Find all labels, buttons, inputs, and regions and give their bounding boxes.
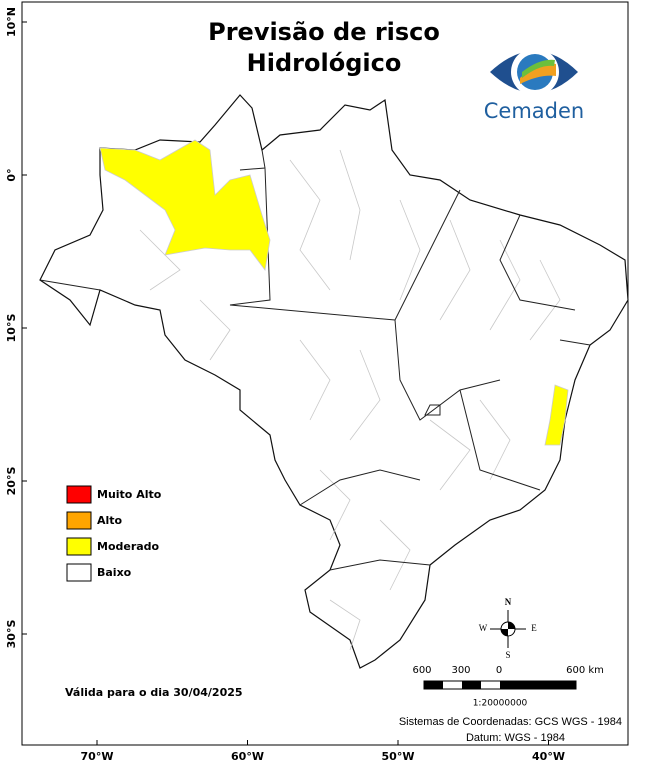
legend-swatch	[66, 537, 92, 556]
lat-tick-label: 30°S	[5, 620, 18, 649]
compass-s: S	[505, 650, 510, 660]
compass: N S E W	[479, 597, 538, 660]
validity: Válida para o dia 30/04/2025	[65, 686, 243, 699]
legend-swatch	[66, 485, 92, 504]
logo: Cemaden	[484, 48, 584, 123]
lat-tick-label: 0°	[5, 168, 18, 181]
lat-tick-label: 10°S	[5, 314, 18, 343]
scale-label: 600 km	[566, 665, 604, 676]
risk-area	[99, 139, 271, 271]
title: Hidrológico	[247, 49, 402, 77]
title: Previsão de risco	[208, 18, 440, 46]
footer-line: Datum: WGS - 1984	[466, 732, 565, 744]
lon-tick-label: 70°W	[81, 750, 114, 763]
compass-w: W	[479, 623, 488, 633]
scale-label: 300	[451, 665, 470, 676]
risk-area	[544, 384, 569, 446]
scale-ratio: 1:20000000	[473, 699, 528, 709]
legend-swatch	[66, 511, 92, 530]
scale-bar: 600 300 0 600 km 1:20000000	[412, 665, 603, 709]
axes: 10°N 0° 10°S 20°S 30°S 70°W 60°W 50°W 40°W	[5, 7, 565, 763]
compass-n: N	[505, 597, 512, 607]
legend-swatch	[66, 563, 92, 582]
scale-label: 600	[412, 665, 431, 676]
lon-tick-label: 60°W	[231, 750, 264, 763]
lon-tick-label: 40°W	[532, 750, 565, 763]
lat-tick-label: 10°N	[5, 7, 18, 37]
legend-label: Alto	[97, 514, 123, 527]
legend-label: Muito Alto	[97, 488, 162, 501]
lat-tick-label: 20°S	[5, 467, 18, 496]
logo-text: Cemaden	[484, 99, 584, 123]
legend: Muito Alto Alto Moderado Baixo	[66, 485, 162, 582]
footer-line: Sistemas de Coordenadas: GCS WGS - 1984	[399, 716, 622, 728]
scale-label: 0	[496, 665, 502, 676]
municipal-lines	[139, 149, 561, 651]
lon-tick-label: 50°W	[382, 750, 415, 763]
legend-label: Moderado	[97, 540, 160, 553]
state-borders	[39, 149, 591, 571]
legend-label: Baixo	[97, 566, 132, 579]
compass-e: E	[531, 623, 537, 633]
